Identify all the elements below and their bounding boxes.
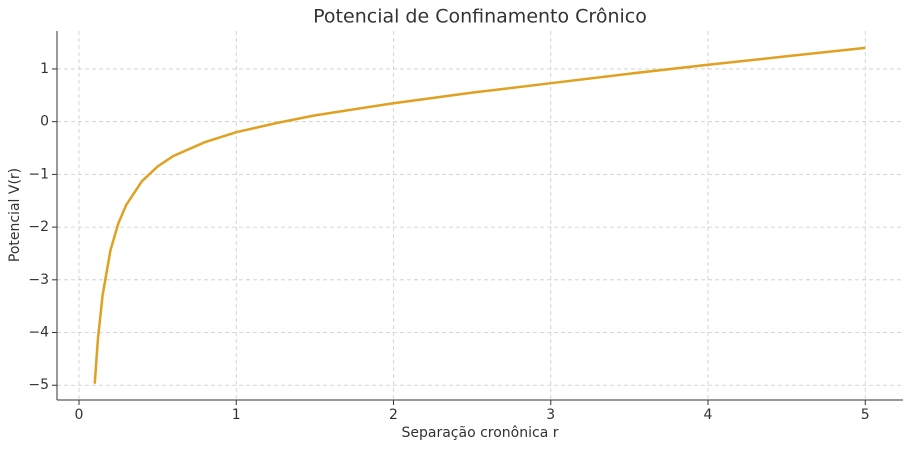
x-tick-label: 5 <box>861 407 870 423</box>
x-tick-label: 4 <box>704 407 713 423</box>
x-axis-label: Separação cronônica r <box>402 425 559 441</box>
y-tick-label: 1 <box>40 61 49 77</box>
y-tick-label: 0 <box>40 114 49 130</box>
y-tick-label: −4 <box>28 325 49 341</box>
line-series <box>93 46 866 384</box>
chart-title: Potencial de Confinamento Crônico <box>313 6 647 28</box>
x-tick-label: 3 <box>546 407 555 423</box>
y-tick-label: −3 <box>28 272 49 288</box>
y-tick-label: −2 <box>28 219 49 235</box>
x-tick-label: 2 <box>389 407 398 423</box>
y-axis-label: Potencial V(r) <box>7 168 23 262</box>
y-tick-label: −1 <box>28 166 49 182</box>
x-tick-label: 1 <box>232 407 241 423</box>
y-tick-label: −5 <box>28 377 49 393</box>
x-tick-label: 0 <box>75 407 84 423</box>
